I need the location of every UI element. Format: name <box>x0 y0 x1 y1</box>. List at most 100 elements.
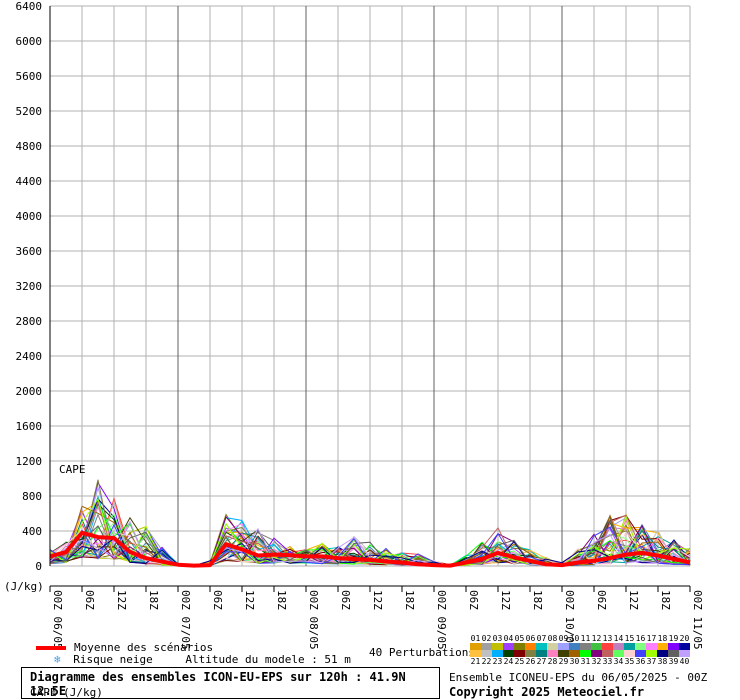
mean-line-group <box>49 530 691 568</box>
member-swatch <box>481 650 492 657</box>
member-number: 19 <box>668 634 679 643</box>
member-swatch <box>558 643 569 650</box>
y-tick-label: 1600 <box>16 420 43 433</box>
snow-legend-label: Risque neige <box>73 653 153 666</box>
member-swatch <box>668 650 679 657</box>
y-tick-label: 0 <box>35 560 42 573</box>
title-box: Diagramme des ensembles ICON-EU-EPS sur … <box>21 667 440 699</box>
x-tick-label: 18Z <box>403 590 416 610</box>
member-number: 32 <box>591 657 602 666</box>
member-swatch <box>646 650 657 657</box>
member-number: 25 <box>514 657 525 666</box>
x-tick-label: 00Z 06/05 <box>51 590 64 650</box>
member-swatch <box>646 643 657 650</box>
x-tick-label: 12Z <box>499 590 512 610</box>
x-tick-label: 18Z <box>531 590 544 610</box>
member-number: 16 <box>635 634 646 643</box>
x-tick-label: 18Z <box>659 590 672 610</box>
y-tick-label: 3600 <box>16 245 43 258</box>
y-tick-label: 2000 <box>16 385 43 398</box>
grid <box>49 5 691 567</box>
x-tick-label: 00Z 10/05 <box>563 590 576 650</box>
member-swatch <box>481 643 492 650</box>
member-swatch <box>679 643 690 650</box>
y-tick-label: 400 <box>22 525 42 538</box>
member-colors-bottom <box>470 650 690 657</box>
member-swatch <box>569 650 580 657</box>
mean-legend-label: Moyenne des scénarios <box>74 641 214 654</box>
y-tick-label: 6400 <box>16 0 43 13</box>
member-number: 40 <box>679 657 690 666</box>
member-swatch <box>558 650 569 657</box>
snowflake-icon: ❄ <box>54 653 61 666</box>
member-swatch <box>514 643 525 650</box>
y-tick-label: 2800 <box>16 315 43 328</box>
y-tick-label: 4800 <box>16 140 43 153</box>
member-swatch <box>657 643 668 650</box>
y-tick-label: 1200 <box>16 455 43 468</box>
member-number: 17 <box>646 634 657 643</box>
member-number: 23 <box>492 657 503 666</box>
y-tick-label: 2400 <box>16 350 43 363</box>
member-numbers-top: 01 02 03 04 05 06 07 08 09 10 11 12 13 14 15 16 17 18 19 20 <box>470 634 690 643</box>
member-swatch <box>492 650 503 657</box>
legend-snow: ❄ Risque neige Altitude du modele : 51 m <box>54 653 351 666</box>
member-swatch <box>613 643 624 650</box>
x-tick-label: 12Z <box>243 590 256 610</box>
member-swatch <box>503 643 514 650</box>
member-swatch <box>569 643 580 650</box>
member-number: 39 <box>668 657 679 666</box>
member-swatch <box>657 650 668 657</box>
y-tick-label: 3200 <box>16 280 43 293</box>
x-tick-label: 06Z <box>339 590 352 610</box>
member-number: 11 <box>580 634 591 643</box>
member-swatch <box>613 650 624 657</box>
x-tick-label: 12Z <box>371 590 384 610</box>
member-swatch <box>536 650 547 657</box>
y-tick-label: 4000 <box>16 210 43 223</box>
x-tick-label: 00Z 07/05 <box>179 590 192 650</box>
member-number: 05 <box>514 634 525 643</box>
member-number: 37 <box>646 657 657 666</box>
member-swatch <box>624 643 635 650</box>
y-axis-unit-label: (J/kg) <box>4 580 44 593</box>
x-tick-label: 06Z <box>83 590 96 610</box>
member-number: 31 <box>580 657 591 666</box>
member-number: 27 <box>536 657 547 666</box>
member-number: 24 <box>503 657 514 666</box>
member-swatch <box>624 650 635 657</box>
member-swatch <box>635 643 646 650</box>
member-number: 09 <box>558 634 569 643</box>
member-color-key: 01 02 03 04 05 06 07 08 09 10 11 12 13 14 15 16 17 18 19 20… <box>470 634 690 666</box>
member-swatch <box>591 650 602 657</box>
member-number: 30 <box>569 657 580 666</box>
member-swatch <box>547 650 558 657</box>
cape-inner-label: CAPE <box>59 463 86 476</box>
member-swatch <box>547 643 558 650</box>
altitude-text: Altitude du modele : 51 m <box>185 653 351 666</box>
x-tick-label: 06Z <box>467 590 480 610</box>
chart-subtitle: CAPE (J/kg) <box>30 686 103 699</box>
member-swatch <box>503 650 514 657</box>
member-swatch <box>679 650 690 657</box>
member-number: 12 <box>591 634 602 643</box>
y-tick-label: 5600 <box>16 70 43 83</box>
member-colors-top <box>470 643 690 650</box>
perturbations-label: 40 Perturbations <box>369 646 475 659</box>
x-tick-label: 12Z <box>627 590 640 610</box>
y-tick-label: 6000 <box>16 35 43 48</box>
member-swatch <box>580 650 591 657</box>
member-swatch <box>580 643 591 650</box>
member-number: 21 <box>470 657 481 666</box>
member-number: 14 <box>613 634 624 643</box>
member-numbers-bottom: 21 22 23 24 25 26 27 28 29 30 31 32 33 34 35 36 37 38 39 40 <box>470 657 690 666</box>
member-number: 28 <box>547 657 558 666</box>
ensemble-run-text: Ensemble ICONEU-EPS du 06/05/2025 - 00Z <box>449 671 708 684</box>
member-number: 34 <box>613 657 624 666</box>
x-tick-label: 18Z <box>275 590 288 610</box>
member-number: 29 <box>558 657 569 666</box>
member-number: 03 <box>492 634 503 643</box>
y-tick-label: 4400 <box>16 175 43 188</box>
member-number: 13 <box>602 634 613 643</box>
